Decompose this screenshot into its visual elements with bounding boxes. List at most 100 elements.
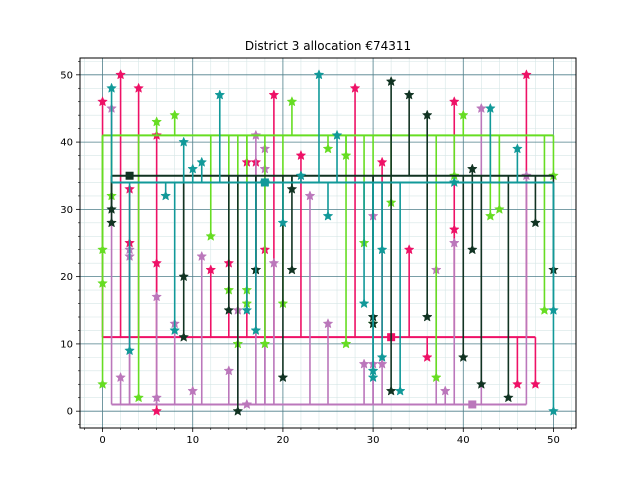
data-point-star — [376, 244, 388, 255]
data-point-star — [340, 149, 352, 161]
data-point-star — [133, 392, 144, 403]
data-point-star — [178, 136, 190, 147]
data-point-star — [286, 264, 298, 275]
data-point-star — [367, 371, 379, 383]
x-tick-label: 10 — [186, 435, 199, 446]
data-point-star — [322, 143, 334, 154]
data-point-star — [430, 371, 442, 383]
data-point-star — [223, 365, 235, 376]
data-point-star — [322, 318, 334, 329]
data-point-star — [286, 96, 298, 107]
data-point-star — [394, 385, 406, 396]
y-axis: 0 10 20 30 40 50 — [60, 61, 80, 425]
data-point-star — [250, 324, 262, 336]
data-point-star — [151, 291, 163, 302]
data-point-star — [376, 156, 388, 167]
data-point-star — [178, 270, 190, 282]
data-point-star — [475, 378, 487, 389]
x-tick-label: 0 — [99, 435, 105, 446]
data-point-star — [97, 96, 108, 107]
data-point-star — [286, 183, 298, 194]
data-point-star — [512, 143, 523, 154]
data-point-star — [421, 311, 433, 322]
series-layer — [97, 69, 559, 416]
data-point-star — [304, 190, 316, 201]
baseline-marker — [468, 400, 477, 409]
data-point-star — [385, 385, 397, 396]
data-point-star — [268, 257, 280, 268]
chart-title: District 3 allocation €74311 — [245, 39, 411, 53]
x-tick-label: 50 — [547, 435, 560, 446]
data-point-star — [385, 75, 397, 87]
data-point-star — [539, 304, 550, 315]
data-point-star — [295, 170, 307, 181]
data-point-star — [106, 203, 117, 214]
data-point-star — [322, 210, 334, 221]
data-point-star — [241, 304, 253, 315]
data-point-star — [115, 69, 126, 80]
data-point-star — [403, 89, 415, 100]
data-point-star — [358, 297, 370, 309]
data-point-star — [448, 96, 460, 107]
x-axis: 0 10 20 30 40 50 — [84, 428, 572, 446]
data-point-star — [151, 116, 163, 127]
data-point-star — [376, 358, 388, 369]
y-tick-label: 50 — [60, 70, 73, 81]
data-point-star — [376, 351, 388, 362]
data-point-star — [403, 244, 415, 255]
data-point-star — [421, 351, 433, 362]
data-point-star — [124, 344, 135, 356]
data-point-star — [97, 277, 108, 288]
data-point-star — [277, 217, 289, 228]
data-point-star — [133, 82, 144, 93]
data-point-star — [196, 156, 208, 167]
data-point-star — [466, 163, 478, 174]
data-point-star — [223, 304, 235, 315]
data-point-star — [169, 324, 181, 336]
data-point-star — [151, 405, 163, 416]
data-point-star — [187, 163, 199, 174]
data-point-star — [178, 331, 190, 342]
data-point-star — [512, 378, 523, 389]
data-point-star — [349, 82, 361, 93]
series-5 — [169, 163, 559, 416]
data-point-star — [97, 378, 108, 389]
data-point-star — [205, 264, 217, 275]
data-point-star — [106, 217, 117, 228]
data-point-star — [277, 371, 289, 383]
y-tick-label: 40 — [60, 138, 73, 149]
data-point-star — [530, 378, 541, 389]
baseline-marker — [125, 171, 134, 180]
data-point-star — [367, 365, 379, 376]
data-point-star — [295, 149, 307, 161]
data-point-star — [340, 338, 352, 349]
y-tick-label: 20 — [60, 272, 73, 283]
data-point-star — [421, 109, 433, 120]
data-point-star — [97, 244, 108, 255]
data-point-star — [259, 338, 271, 349]
data-point-star — [448, 223, 460, 235]
data-point-star — [205, 230, 217, 241]
data-point-star — [493, 203, 505, 214]
x-tick-label: 30 — [367, 435, 380, 446]
y-tick-label: 30 — [60, 205, 73, 216]
data-point-star — [502, 392, 514, 403]
y-tick-label: 10 — [60, 339, 73, 350]
y-tick-label: 0 — [67, 407, 73, 418]
data-point-star — [448, 237, 460, 248]
data-point-star — [530, 217, 541, 228]
data-point-star — [214, 89, 226, 100]
data-point-star — [484, 210, 496, 221]
data-point-star — [187, 385, 199, 396]
data-point-star — [358, 358, 370, 369]
data-point-star — [151, 392, 163, 403]
plot-area — [79, 57, 577, 429]
data-point-star — [115, 371, 126, 383]
data-point-star — [160, 190, 172, 201]
data-point-star — [268, 89, 280, 100]
data-point-star — [241, 398, 253, 410]
data-point-star — [521, 69, 532, 80]
data-point-star — [439, 385, 451, 396]
data-point-star — [475, 102, 487, 114]
